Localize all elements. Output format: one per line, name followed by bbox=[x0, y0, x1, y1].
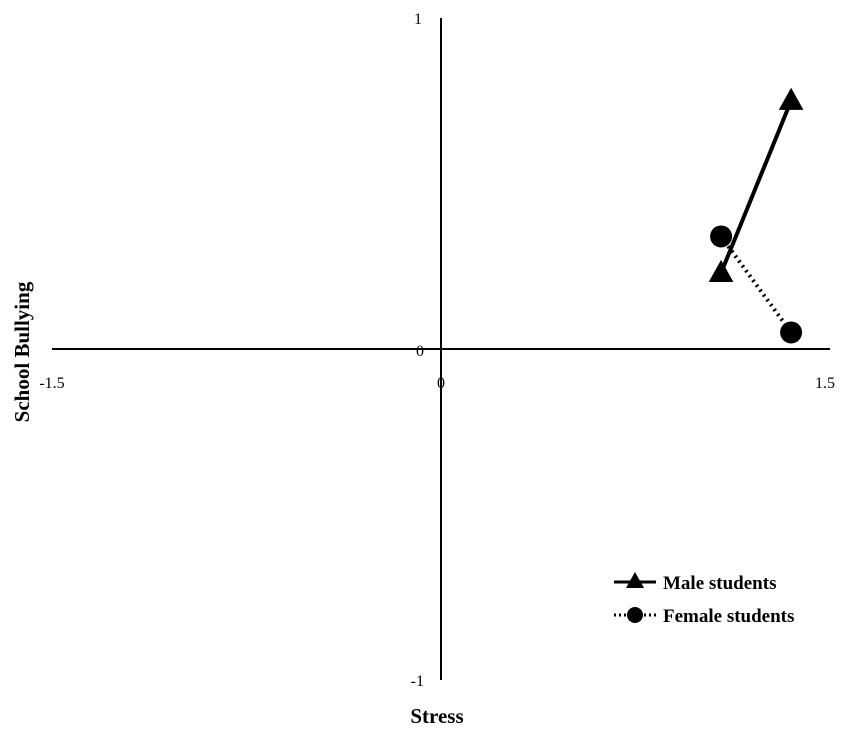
y-tick-label-zero: 0 bbox=[416, 343, 424, 360]
x-tick-label-min: -1.5 bbox=[39, 375, 64, 392]
legend: Male students Female students bbox=[614, 572, 794, 627]
legend-label-male: Male students bbox=[663, 573, 776, 594]
y-tick-label-max: 1 bbox=[414, 11, 422, 28]
x-tick-label-max: 1.5 bbox=[815, 375, 835, 392]
data-point-male-high bbox=[778, 87, 804, 110]
legend-label-female: Female students bbox=[663, 606, 794, 627]
legend-marker-male bbox=[626, 572, 644, 588]
legend-marker-female bbox=[627, 607, 643, 623]
y-axis-title: School Bullying bbox=[10, 281, 34, 422]
series-line-female bbox=[719, 235, 793, 334]
data-point-male-low bbox=[708, 259, 734, 282]
x-axis-title: Stress bbox=[410, 704, 463, 728]
series-line-male bbox=[719, 99, 793, 274]
y-tick-label-min: -1 bbox=[411, 673, 424, 690]
data-point-female-low bbox=[710, 225, 733, 248]
data-point-female-high bbox=[780, 321, 803, 344]
x-tick-label-zero: 0 bbox=[437, 375, 445, 392]
